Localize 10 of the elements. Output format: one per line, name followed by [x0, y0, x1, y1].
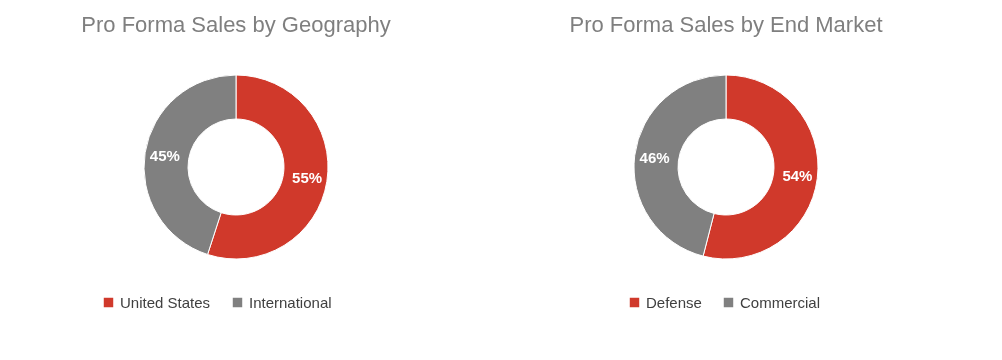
data-label: 54% [782, 167, 813, 185]
legend-label: Defense [646, 293, 702, 311]
legend-label: Commercial [740, 293, 821, 311]
data-label: 46% [639, 148, 670, 166]
legend-label: United States [120, 293, 211, 311]
data-label: 45% [149, 146, 180, 164]
chart-title: Pro Forma Sales by Geography [81, 12, 391, 37]
chart-title: Pro Forma Sales by End Market [569, 12, 883, 37]
legend-label: International [249, 293, 332, 311]
data-label: 55% [292, 169, 323, 187]
